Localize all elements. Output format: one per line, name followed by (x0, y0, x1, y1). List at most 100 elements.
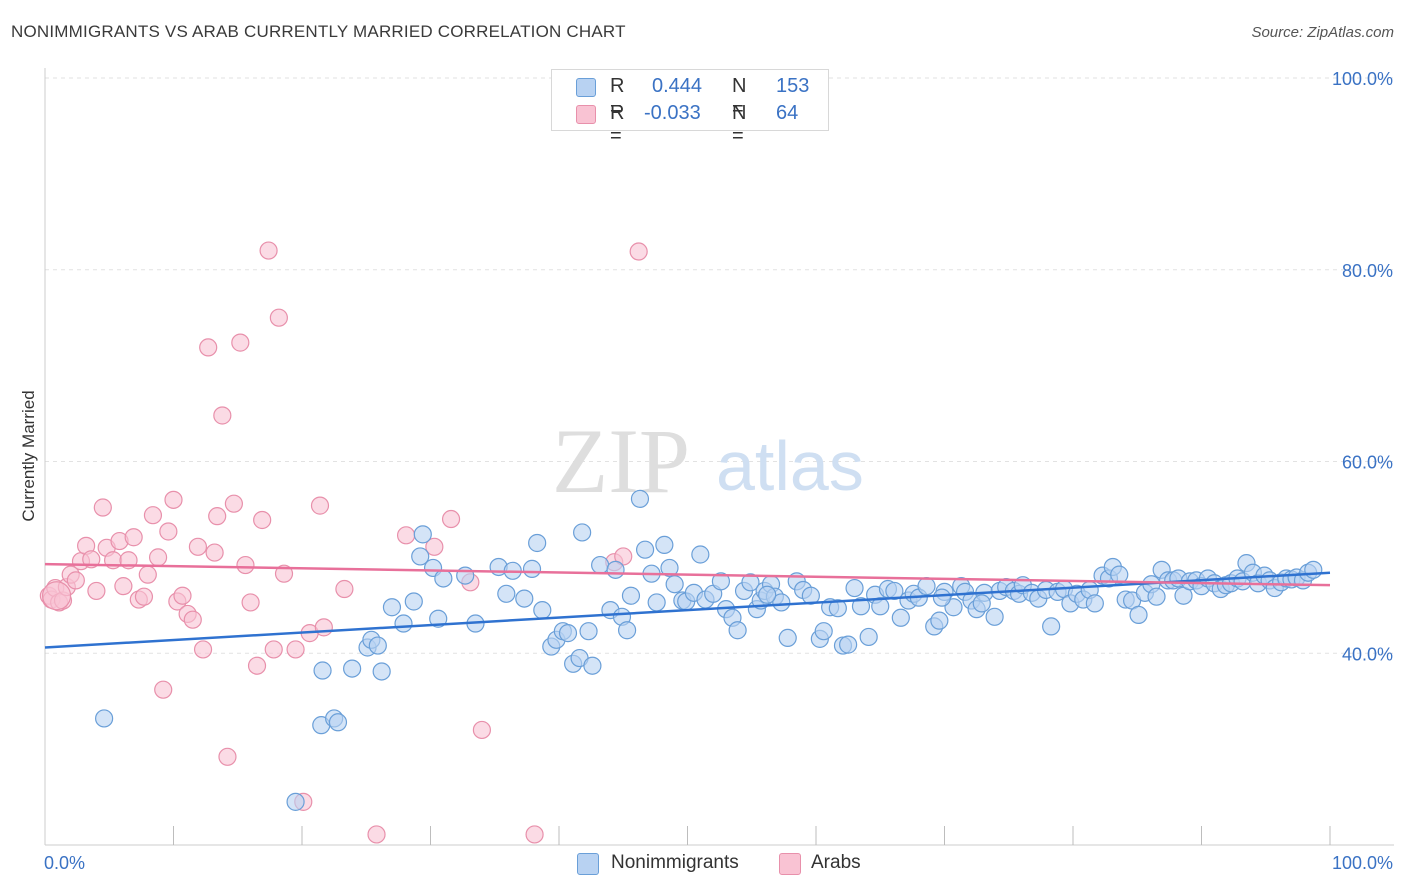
legend-n-label: N = (732, 102, 747, 147)
arabs-point (173, 586, 192, 605)
nonimmigrants-point (711, 572, 731, 591)
nonimmigrants-point (1110, 565, 1129, 584)
x-tick-label-min: 0.0% (44, 853, 85, 873)
arabs-point-cluster (41, 581, 72, 611)
arabs-point (396, 526, 416, 545)
nonimmigrants-point (1042, 617, 1061, 636)
arabs-point (154, 680, 173, 699)
chart-title: NONIMMIGRANTS VS ARAB CURRENTLY MARRIED … (11, 22, 626, 41)
nonimmigrants-trend-line (44, 571, 1331, 649)
nonimmigrants-point (313, 661, 332, 680)
nonimmigrants-point (1129, 605, 1148, 625)
arabs-point (205, 543, 224, 562)
arabs-point (264, 640, 283, 659)
y-tick-label: 100.0% (1332, 69, 1393, 89)
arabs-point (274, 564, 294, 583)
nonimmigrants-point (583, 656, 602, 675)
arabs-points (39, 241, 648, 844)
nonimmigrants-point (573, 523, 592, 542)
legend-swatch-pink (576, 105, 596, 124)
nonimmigrants-point (741, 573, 760, 592)
legend-n-value: 64 (776, 102, 799, 124)
nonimmigrants-point (434, 569, 453, 588)
nonimmigrants-point (497, 584, 516, 603)
nonimmigrants-point (647, 593, 666, 612)
axes (44, 68, 1394, 846)
arabs-point (208, 507, 227, 526)
nonimmigrants-point (839, 635, 858, 654)
nonimmigrants-point (328, 713, 348, 732)
nonimmigrants-point (394, 614, 413, 633)
arabs-point (286, 640, 305, 659)
nonimmigrants-point (95, 709, 114, 728)
arabs-point (247, 656, 267, 675)
nonimmigrants-points (95, 489, 1323, 811)
nonimmigrants-point (372, 662, 391, 681)
nonimmigrants-point (891, 608, 910, 627)
nonimmigrants-point (533, 601, 552, 620)
arabs-point (213, 406, 232, 425)
nonimmigrants-point (1304, 560, 1323, 579)
nonimmigrants-point (522, 559, 542, 578)
arabs-point (188, 537, 208, 556)
watermark-atlas: atlas (716, 427, 864, 505)
x-tick-label-max: 100.0% (1332, 853, 1393, 873)
nonimmigrants-point (728, 621, 747, 640)
y-tick-label: 60.0% (1342, 453, 1393, 473)
arabs-point (367, 825, 386, 844)
nonimmigrants-point (368, 636, 387, 655)
nonimmigrants-point (665, 575, 684, 594)
nonimmigrants-point (528, 533, 547, 553)
nonimmigrants-point (758, 585, 777, 604)
nonimmigrants-point (655, 535, 674, 555)
nonimmigrants-point (429, 609, 448, 628)
y-axis-label: Currently Married (19, 390, 38, 521)
nonimmigrants-point (814, 622, 833, 641)
legend-n-label: N = (732, 75, 747, 120)
arabs-point (87, 581, 106, 601)
arabs-point (253, 510, 272, 530)
nonimmigrants-point (932, 588, 952, 607)
arabs-point (193, 640, 213, 659)
arabs-point (114, 577, 133, 596)
arabs-point (124, 528, 143, 547)
nonimmigrants-point (930, 611, 949, 630)
arabs-point (241, 593, 260, 612)
arabs-point (525, 825, 544, 844)
legend-swatch-blue (576, 78, 596, 97)
nonimmigrants-point (772, 593, 791, 612)
nonimmigrants-point (343, 659, 362, 678)
nonimmigrants-point (972, 594, 991, 613)
nonimmigrants-point (828, 599, 847, 618)
arabs-point (314, 618, 333, 637)
arabs-point (134, 587, 154, 606)
y-tick-labels: 40.0% 60.0% 80.0% 100.0% (1332, 69, 1393, 664)
nonimmigrants-point (286, 792, 305, 811)
nonimmigrants-point (851, 597, 871, 616)
arabs-point (614, 547, 633, 566)
nonimmigrants-point (917, 577, 936, 596)
arabs-point (143, 506, 163, 525)
nonimmigrants-point (845, 578, 864, 598)
nonimmigrants-point (660, 558, 679, 578)
nonimmigrants-point (635, 540, 655, 559)
arabs-point (425, 537, 444, 556)
legend-r-label: R = (610, 75, 625, 120)
arabs-point (259, 241, 278, 260)
arabs-point (66, 571, 85, 590)
arabs-point (441, 509, 461, 529)
legend-n-value: 153 (776, 75, 810, 97)
nonimmigrants-point (778, 628, 797, 648)
source-label: Source: ZipAtlas.com (1251, 24, 1394, 41)
nonimmigrants-point (413, 525, 432, 544)
nonimmigrants-point (859, 627, 878, 647)
bottom-legend-label-blue: Nonimmigrants (611, 852, 739, 873)
nonimmigrants-point (618, 621, 637, 640)
y-tick-label: 80.0% (1342, 261, 1393, 281)
nonimmigrants-point (606, 560, 625, 579)
watermark-zip: ZIP (552, 410, 690, 512)
arabs-point (148, 548, 168, 567)
bottom-legend-swatch-blue (577, 853, 599, 875)
x-ticks (173, 826, 1331, 845)
